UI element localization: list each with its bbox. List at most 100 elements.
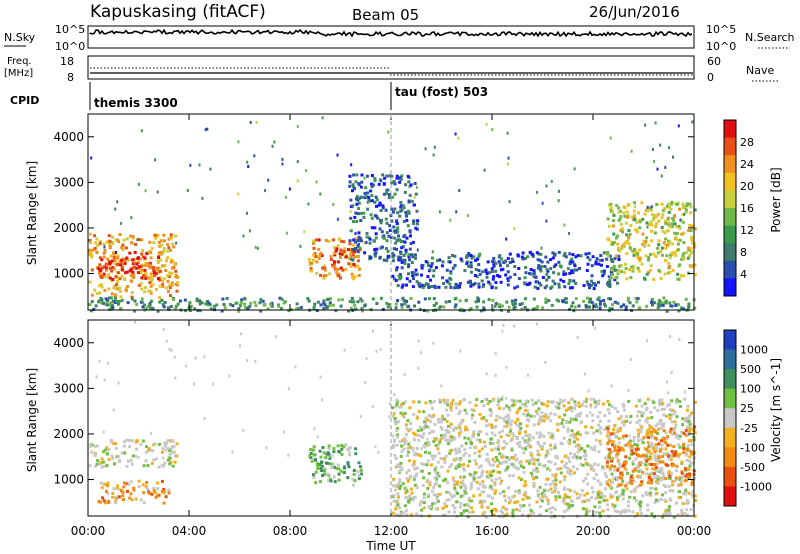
heatmap-cell [455,464,459,468]
heatmap-cell [93,464,97,468]
heatmap-cell [538,281,541,285]
heatmap-cell [606,408,610,412]
heatmap-cell [153,491,157,494]
heatmap-cell [668,474,672,478]
heatmap-cell [634,457,638,461]
heatmap-cell [662,422,666,426]
heatmap-cell [650,300,653,304]
heatmap-cell [485,432,489,436]
heatmap-cell [563,493,567,497]
heatmap-cell [690,251,693,254]
heatmap-cell [319,192,322,196]
heatmap-cell [672,215,676,219]
heatmap-cell [401,413,405,417]
heatmap-cell [545,184,548,188]
heatmap-cell [173,355,176,359]
heatmap-cell [394,220,398,224]
heatmap-cell [670,202,674,206]
heatmap-cell [161,283,164,287]
heatmap-cell [421,264,425,267]
heatmap-cell [326,451,330,455]
heatmap-cell [626,481,630,485]
heatmap-cell [137,182,140,186]
heatmap-cell [653,231,657,235]
heatmap-cell [660,246,664,250]
heatmap-cell [387,234,391,238]
heatmap-cell [593,400,597,404]
heatmap-cell [175,241,178,245]
heatmap-cell [645,472,649,476]
heatmap-cell [100,285,104,289]
heatmap-cell [459,421,463,425]
heatmap-cell [567,282,571,286]
heatmap-cell [162,328,165,332]
heatmap-cell [666,451,670,455]
heatmap-cell [605,434,609,438]
heatmap-cell [399,461,403,465]
heatmap-cell [296,160,299,164]
heatmap-cell [536,305,540,309]
heatmap-cell [459,485,463,489]
heatmap-cell [627,229,631,232]
heatmap-cell [332,262,336,265]
heatmap-cell [327,239,331,243]
heatmap-cell [353,264,357,268]
heatmap-cell [415,280,419,284]
heatmap-cell [346,248,350,252]
heatmap-cell [601,274,605,278]
heatmap-cell [626,213,630,217]
heatmap-cell [494,447,498,451]
colorbar-tick-label: -25 [740,422,758,435]
heatmap-cell [441,260,445,264]
heatmap-cell [562,488,566,491]
heatmap-cell [524,399,528,403]
heatmap-cell [374,445,377,449]
heatmap-cell [167,275,171,278]
heatmap-cell [405,218,409,222]
heatmap-cell [122,481,126,485]
heatmap-cell [623,270,627,274]
heatmap-cell [353,479,357,483]
heatmap-cell [557,250,561,254]
heatmap-cell [660,202,664,206]
heatmap-cell [625,240,629,243]
heatmap-cell [675,433,678,437]
heatmap-cell [128,269,132,273]
heatmap-cell [646,451,650,454]
heatmap-cell [421,484,425,487]
heatmap-cell [457,423,461,427]
heatmap-cell [478,252,482,256]
heatmap-cell [438,400,442,404]
heatmap-cell [427,285,431,289]
heatmap-cell [681,254,685,258]
heatmap-cell [687,229,691,232]
heatmap-cell [462,509,466,513]
heatmap-cell [584,507,588,511]
heatmap-cell [556,428,560,432]
heatmap-cell [480,447,484,451]
heatmap-cell [523,257,527,260]
heatmap-cell [485,122,488,126]
heatmap-cell [144,459,148,463]
heatmap-cell [439,437,443,441]
heatmap-cell [585,498,589,502]
heatmap-cell [682,431,686,435]
heatmap-cell [412,412,416,416]
heatmap-cell [139,264,143,268]
heatmap-cell [622,404,626,408]
heatmap-cell [579,462,583,466]
heatmap-cell [505,467,509,471]
heatmap-cell [148,281,152,285]
heatmap-cell [484,268,488,272]
heatmap-cell [600,258,604,262]
heatmap-cell [365,357,368,360]
heatmap-cell [396,211,400,215]
heatmap-cell [285,231,288,235]
heatmap-cell [646,416,650,420]
heatmap-cell [633,247,637,251]
heatmap-cell [457,136,460,140]
heatmap-cell [399,454,403,458]
heatmap-cell [531,436,535,440]
heatmap-cell [690,238,694,241]
heatmap-cell [644,419,647,423]
